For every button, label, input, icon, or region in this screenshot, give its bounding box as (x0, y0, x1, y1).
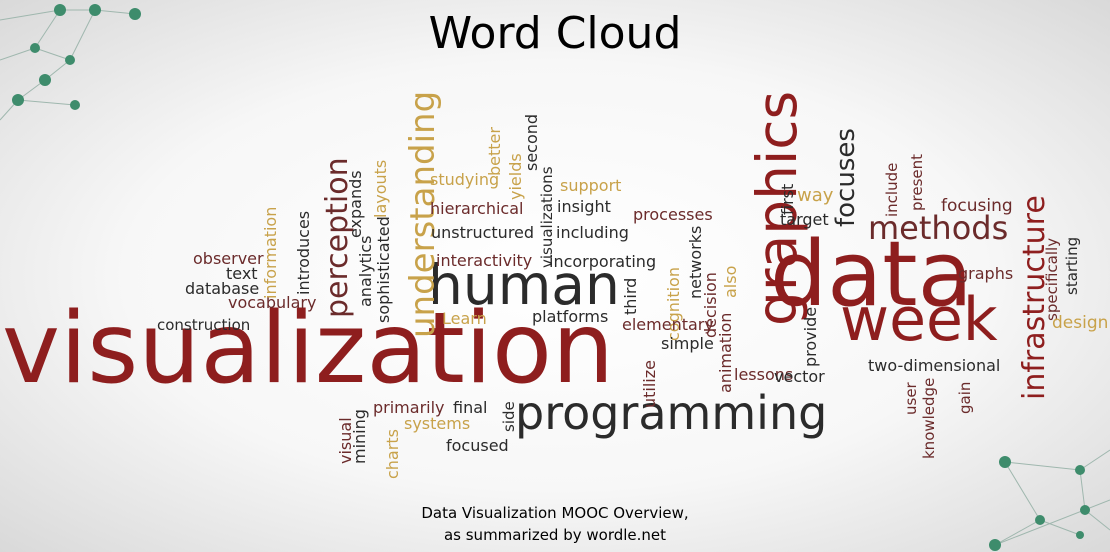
word-knowledge: knowledge (920, 377, 938, 459)
word-sophisticated: sophisticated (374, 216, 393, 324)
word-text: text (226, 264, 258, 283)
word-utilize: utilize (640, 359, 659, 408)
word-animation: animation (716, 312, 735, 393)
word-specifically: specifically (1043, 237, 1061, 321)
word-analytics: analytics (356, 235, 375, 307)
word-vector: vector (774, 367, 825, 386)
word-support: support (560, 176, 622, 195)
word-construction: construction (157, 316, 251, 334)
word-third: third (621, 277, 640, 315)
word-also: also (721, 265, 740, 298)
word-mining: mining (350, 408, 369, 464)
word-programming: programming (515, 386, 828, 440)
word-lessons: lessons (734, 365, 794, 384)
slide-caption: Data Visualization MOOC Overview, as sum… (0, 502, 1110, 546)
word-focuses: focuses (831, 127, 861, 227)
word-focusing: focusing (941, 196, 1013, 216)
word-methods: methods (868, 209, 1009, 247)
word-insight: insight (557, 197, 611, 216)
word-simple: simple (661, 334, 714, 353)
word-hierarchical: hierarchical (430, 199, 524, 218)
word-incorporating: incorporating (549, 252, 657, 271)
word-primarily: primarily (373, 398, 445, 417)
word-unstructured: unstructured (431, 223, 535, 242)
word-side: side (500, 400, 518, 432)
word-expands: expands (346, 170, 365, 238)
word-interactivity: interactivity (436, 251, 533, 270)
word-introduces: introduces (294, 210, 313, 295)
word-vocabulary: vocabulary (228, 293, 317, 312)
word-studying: studying (430, 170, 500, 189)
word-present: present (908, 153, 926, 211)
word-observer: observer (193, 249, 264, 268)
word-systems: systems (404, 414, 471, 433)
caption-line-1: Data Visualization MOOC Overview, (421, 504, 689, 522)
word-graphs: graphs (958, 264, 1014, 283)
word-database: database (185, 279, 260, 298)
word-gain: gain (956, 381, 974, 414)
word-target: target (780, 210, 829, 229)
word-elementary: elementary (622, 315, 714, 334)
word-two-dimensional: two-dimensional (868, 356, 1001, 375)
word-better: better (485, 126, 504, 176)
word-week: week (840, 285, 998, 355)
word-charts: charts (383, 428, 402, 479)
word-including: including (556, 223, 629, 242)
word-provide: provide (801, 306, 820, 367)
word-way: way (797, 185, 834, 206)
word-data: data (770, 222, 973, 327)
word-platforms: platforms (532, 307, 609, 326)
caption-line-2: as summarized by wordle.net (443, 526, 667, 544)
slide-title: Word Cloud (428, 8, 682, 59)
word-design: design (1052, 313, 1109, 333)
word-layouts: layouts (371, 159, 390, 218)
word-starting: starting (1063, 237, 1081, 296)
word-learn: Learn (442, 309, 487, 328)
word-final: final (453, 398, 488, 417)
word-user: user (902, 381, 920, 415)
word-human: human (428, 253, 620, 317)
word-information: information (261, 206, 280, 299)
word-include: include (883, 162, 901, 217)
word-second: second (522, 113, 541, 171)
word-processes: processes (633, 205, 713, 224)
word-focused: focused (446, 436, 509, 455)
word-visualization: visualization (2, 292, 615, 406)
